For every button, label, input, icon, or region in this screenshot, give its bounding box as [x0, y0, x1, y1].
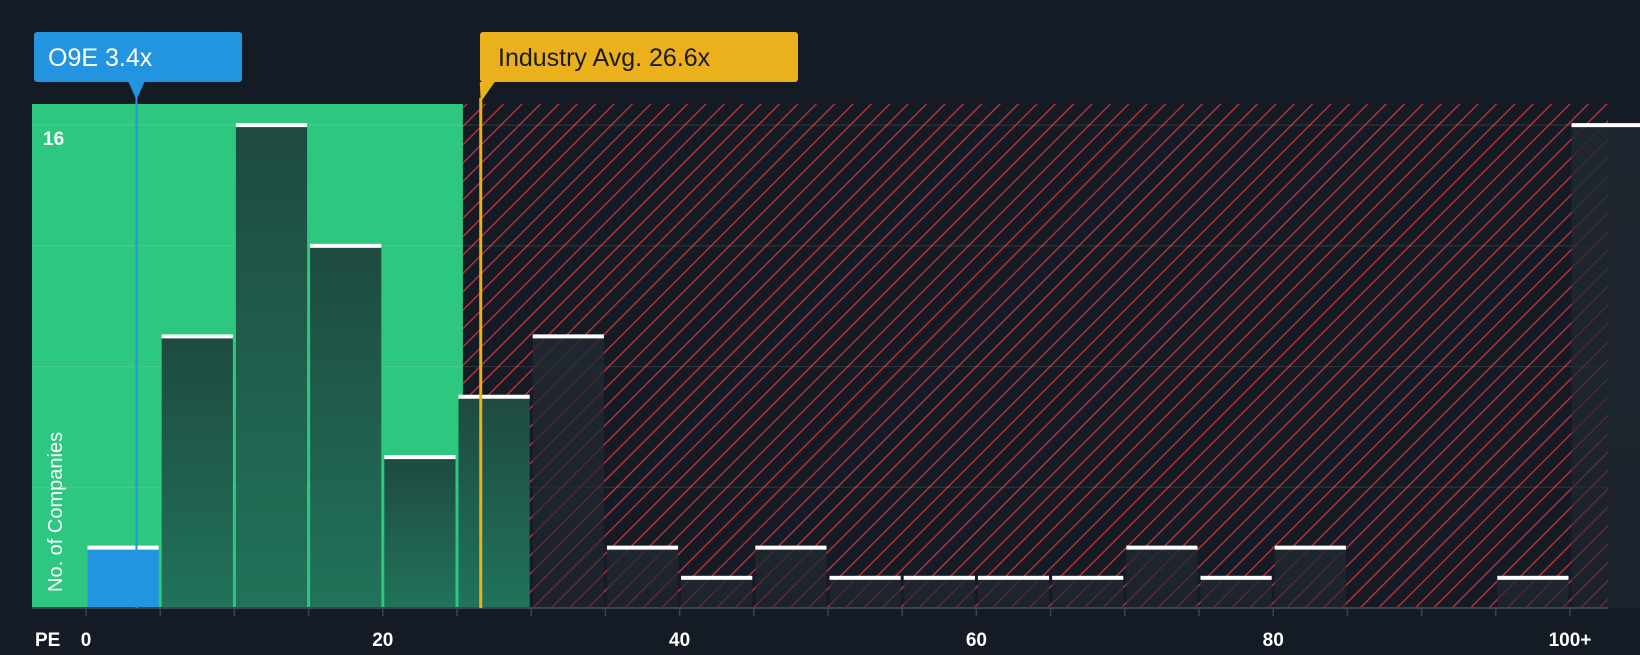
x-axis-ticks: 0 20 40 60 80 100+: [81, 608, 1592, 650]
x-tick-label: 0: [81, 630, 92, 650]
subject-badge: O9E 3.4x: [34, 32, 242, 100]
x-tick-label: 40: [669, 630, 690, 650]
histogram-bar: [1201, 578, 1272, 608]
histogram-bar: [1126, 548, 1197, 608]
histogram-bar: [162, 336, 233, 608]
y-tick-label: 16: [43, 129, 64, 150]
bar-cap: [1275, 546, 1346, 550]
bar-cap: [607, 546, 678, 550]
histogram-bar: [384, 457, 455, 608]
histogram-bar: [459, 397, 530, 608]
histogram-bar: [904, 578, 975, 608]
histogram-bar: [236, 125, 307, 608]
bar-cap: [533, 334, 604, 338]
x-tick-label: 20: [372, 630, 393, 650]
bar-cap: [236, 123, 307, 127]
bar-cap: [904, 576, 975, 580]
overvalued-zone: [463, 104, 1608, 608]
industry-badge-label: Industry Avg. 26.6x: [498, 44, 711, 72]
histogram-bar: [755, 548, 826, 608]
bar-cap: [162, 334, 233, 338]
bar-cap: [88, 546, 159, 550]
histogram-bar: [310, 246, 381, 608]
subject-badge-label: O9E 3.4x: [48, 44, 153, 72]
histogram-bar: [1497, 578, 1568, 608]
bar-cap: [310, 244, 381, 248]
bar-cap: [830, 576, 901, 580]
histogram-bar: [607, 548, 678, 608]
bar-cap: [384, 455, 455, 459]
histogram-bar: [1052, 578, 1123, 608]
bar-cap: [1052, 576, 1123, 580]
bar-cap: [1201, 576, 1272, 580]
x-axis-label: PE: [35, 630, 60, 650]
bar-cap: [1572, 123, 1640, 127]
histogram-bar: [681, 578, 752, 608]
subject-bar: [88, 548, 159, 608]
industry-badge: Industry Avg. 26.6x: [480, 32, 798, 102]
histogram-bar: [1572, 125, 1640, 608]
x-tick-label: 100+: [1549, 630, 1592, 650]
x-tick-label: 80: [1263, 630, 1284, 650]
histogram-bar: [1275, 548, 1346, 608]
bar-cap: [1497, 576, 1568, 580]
bar-cap: [1126, 546, 1197, 550]
bar-cap: [978, 576, 1049, 580]
bar-cap: [755, 546, 826, 550]
histogram-bar: [533, 336, 604, 608]
bar-cap: [681, 576, 752, 580]
histogram-bar: [978, 578, 1049, 608]
histogram-bar: [830, 578, 901, 608]
bar-cap: [459, 395, 530, 399]
y-axis-label: No. of Companies: [45, 432, 67, 592]
x-tick-label: 60: [966, 630, 987, 650]
